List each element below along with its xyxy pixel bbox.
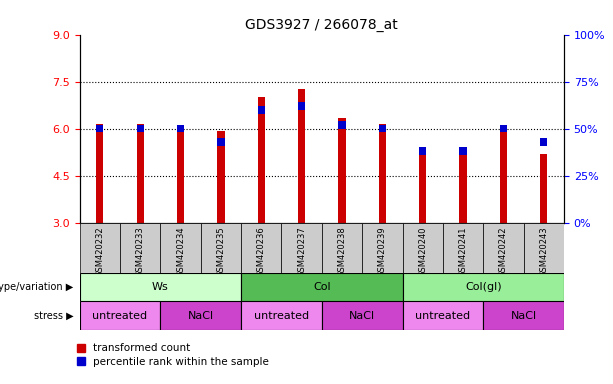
- Bar: [540, 154, 547, 223]
- Text: GSM420233: GSM420233: [135, 227, 145, 278]
- Bar: [137, 125, 144, 132]
- Bar: [500, 131, 507, 223]
- Bar: [161, 223, 201, 273]
- Bar: [241, 273, 403, 301]
- Bar: [80, 223, 120, 273]
- Bar: [459, 147, 466, 155]
- Bar: [161, 301, 241, 330]
- Bar: [483, 301, 564, 330]
- Bar: [338, 118, 346, 223]
- Title: GDS3927 / 266078_at: GDS3927 / 266078_at: [245, 18, 398, 32]
- Text: untreated: untreated: [416, 311, 470, 321]
- Text: GSM420239: GSM420239: [378, 227, 387, 277]
- Text: Col: Col: [313, 282, 330, 292]
- Text: GSM420243: GSM420243: [539, 227, 548, 277]
- Bar: [96, 124, 104, 223]
- Bar: [201, 223, 241, 273]
- Bar: [540, 138, 547, 146]
- Bar: [403, 273, 564, 301]
- Bar: [241, 301, 322, 330]
- Text: NaCl: NaCl: [188, 311, 214, 321]
- Bar: [241, 223, 281, 273]
- Bar: [403, 301, 483, 330]
- Bar: [524, 223, 564, 273]
- Bar: [338, 121, 346, 129]
- Bar: [362, 223, 403, 273]
- Bar: [217, 131, 224, 223]
- Text: untreated: untreated: [254, 311, 309, 321]
- Bar: [298, 89, 305, 223]
- Legend: transformed count, percentile rank within the sample: transformed count, percentile rank withi…: [72, 339, 273, 371]
- Bar: [419, 154, 427, 223]
- Text: Ws: Ws: [152, 282, 169, 292]
- Text: GSM420236: GSM420236: [257, 227, 266, 278]
- Text: GSM420241: GSM420241: [459, 227, 468, 277]
- Bar: [483, 223, 524, 273]
- Bar: [443, 223, 483, 273]
- Bar: [379, 124, 386, 223]
- Bar: [177, 125, 185, 132]
- Bar: [403, 223, 443, 273]
- Text: GSM420235: GSM420235: [216, 227, 226, 277]
- Text: GSM420232: GSM420232: [96, 227, 104, 277]
- Bar: [257, 106, 265, 114]
- Bar: [120, 223, 161, 273]
- Text: genotype/variation ▶: genotype/variation ▶: [0, 282, 74, 292]
- Bar: [281, 223, 322, 273]
- Bar: [322, 301, 403, 330]
- Bar: [80, 301, 161, 330]
- Bar: [459, 154, 466, 223]
- Text: stress ▶: stress ▶: [34, 311, 74, 321]
- Bar: [500, 125, 507, 132]
- Bar: [379, 125, 386, 132]
- Bar: [96, 125, 104, 132]
- Bar: [137, 124, 144, 223]
- Bar: [298, 102, 305, 110]
- Text: GSM420237: GSM420237: [297, 227, 306, 278]
- Text: untreated: untreated: [93, 311, 148, 321]
- Text: GSM420240: GSM420240: [418, 227, 427, 277]
- Bar: [217, 138, 224, 146]
- Bar: [80, 273, 241, 301]
- Bar: [257, 97, 265, 223]
- Text: GSM420238: GSM420238: [338, 227, 346, 278]
- Text: GSM420234: GSM420234: [176, 227, 185, 277]
- Text: NaCl: NaCl: [511, 311, 536, 321]
- Bar: [177, 128, 185, 223]
- Text: Col(gl): Col(gl): [465, 282, 501, 292]
- Text: GSM420242: GSM420242: [499, 227, 508, 277]
- Bar: [419, 147, 427, 155]
- Bar: [322, 223, 362, 273]
- Text: NaCl: NaCl: [349, 311, 375, 321]
